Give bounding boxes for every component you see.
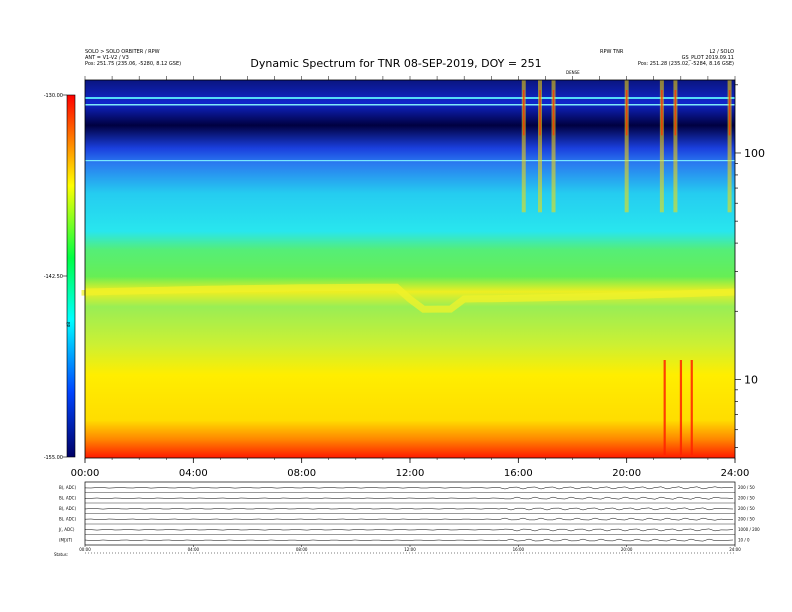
panel-trace <box>84 496 734 500</box>
header-right-line: Pos: 251.28 (235.02, -5284, 8.16 GSE) <box>637 61 734 67</box>
panel-trace <box>84 517 734 521</box>
panel-trace <box>84 528 734 532</box>
panel-trace <box>84 507 734 511</box>
panel-scale: 200 / 50 <box>738 495 755 500</box>
panel-trace <box>84 538 734 542</box>
header-right: L2 / SOLO GS_PLOT 2019.09.11 Pos: 251.28… <box>630 49 734 67</box>
panel-x-tick-label: 12:00 <box>404 547 416 552</box>
panel-trace <box>84 486 734 490</box>
header-left-line: SOLO > SOLO ORBITER / RPW <box>85 49 160 55</box>
spectrogram-band-line <box>85 160 735 162</box>
colorbar-tick-label: -155.00 <box>44 455 63 461</box>
y-tick-label: 10 <box>744 373 758 386</box>
panel-x-tick-label: 20:00 <box>621 547 633 552</box>
panel-x-tick-label: 00:00 <box>79 547 91 552</box>
burst-core <box>674 90 677 136</box>
burst <box>659 80 664 213</box>
burst-core <box>625 90 628 136</box>
low-freq-burst <box>663 360 666 455</box>
spectrogram-band-line <box>85 97 735 99</box>
spectrogram-yellow-ridge <box>81 283 736 313</box>
panel-label: J(, ADC) <box>58 527 75 532</box>
x-tick-label: 08:00 <box>287 468 316 479</box>
panel-label: B(, ADC) <box>59 506 76 511</box>
panel-label: B(, ADC) <box>59 485 76 490</box>
spectrogram-band-line <box>85 104 735 106</box>
header-left-line: ANT = V1-V2 / V3 <box>85 55 129 61</box>
panel-scale: 10 / 0 <box>738 537 750 542</box>
panel-x-tick-label: 08:00 <box>296 547 308 552</box>
panel-label: (MJ)(T) <box>59 537 73 542</box>
header-center-label: RPW TNR <box>600 49 624 55</box>
header-right-line: L2 / SOLO <box>709 49 734 55</box>
colorbar-label: dB <box>66 321 72 328</box>
x-tick-label: 20:00 <box>612 468 641 479</box>
chart-title: Dynamic Spectrum for TNR 08-SEP-2019, DO… <box>250 57 542 70</box>
burst <box>538 80 542 213</box>
y-tick-label: 100 <box>744 147 765 160</box>
burst <box>551 80 556 213</box>
colorbar <box>66 94 76 458</box>
panel-label: B(, ADC) <box>59 516 76 521</box>
x-tick-label: 24:00 <box>721 468 750 479</box>
burst-core <box>552 90 555 136</box>
header-left-line: Pos: 251.75 (235.06, -5280, 8.12 GSE) <box>85 61 182 67</box>
colorbar-tick-label: -142.50 <box>44 274 63 280</box>
burst-core <box>661 90 663 136</box>
low-freq-burst <box>690 360 693 455</box>
panel-x-tick-label: 24:00 <box>729 547 741 552</box>
burst <box>624 80 629 213</box>
burst-core <box>728 90 731 136</box>
x-tick-label: 04:00 <box>179 468 208 479</box>
burst <box>673 80 678 213</box>
x-tick-label: 12:00 <box>396 468 425 479</box>
burst-core <box>539 90 541 136</box>
header-left: SOLO > SOLO ORBITER / RPW ANT = V1-V2 / … <box>85 49 181 67</box>
colorbar-tick-label: -130.00 <box>44 93 63 99</box>
burst <box>727 80 732 213</box>
panel-scale: 200 / 50 <box>738 506 755 511</box>
x-tick-label: 16:00 <box>504 468 533 479</box>
low-freq-burst <box>679 360 683 455</box>
panel-x-tick-label: 04:00 <box>188 547 200 552</box>
x-tick-label: 00:00 <box>71 468 100 479</box>
panel-scale: 200 / 50 <box>738 485 755 490</box>
burst <box>521 80 526 213</box>
burst-core <box>522 90 525 136</box>
panel-scale: 1000 / 200 <box>738 527 760 532</box>
marker-label: DENSE <box>566 70 580 75</box>
panel-label: B(, ADC) <box>59 495 76 500</box>
spectrogram <box>85 80 735 458</box>
panel-scale: 200 / 50 <box>738 516 755 521</box>
header-right-line: GS_PLOT 2019.09.11 <box>681 55 734 61</box>
status-label: Status: <box>54 552 69 557</box>
panel-x-tick-label: 16:00 <box>513 547 525 552</box>
